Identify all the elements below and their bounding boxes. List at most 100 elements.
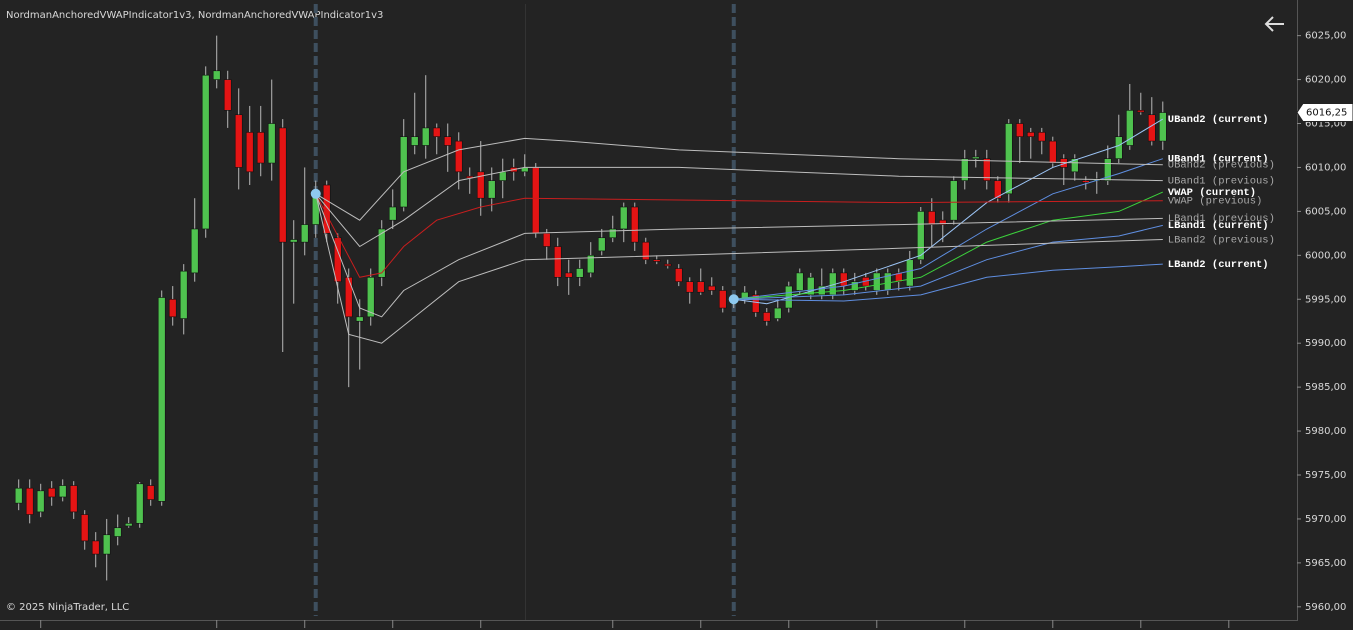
candle-body — [135, 483, 144, 524]
candle-body — [751, 294, 760, 313]
y-tick-label: 5970,00 — [1305, 514, 1346, 525]
y-tick-label: 6005,00 — [1305, 206, 1346, 217]
candle-body — [916, 211, 925, 261]
band-line — [733, 263, 1163, 302]
candle-body — [795, 272, 804, 291]
y-tick-label: 6025,00 — [1305, 31, 1346, 42]
candle-body — [1136, 110, 1145, 113]
candle-body — [157, 297, 166, 502]
candle-body — [839, 272, 848, 287]
candle-body — [553, 246, 562, 278]
band-label: UBand2 (current) — [1168, 114, 1269, 126]
candle-body — [377, 228, 386, 278]
candle-body — [1048, 140, 1057, 164]
candle-body — [432, 127, 441, 137]
candle-body — [1114, 136, 1123, 159]
candle-body — [146, 485, 155, 500]
candle-body — [355, 316, 364, 322]
y-tick-label: 5990,00 — [1305, 338, 1346, 349]
candle-body — [773, 307, 782, 319]
candle-body — [806, 276, 815, 296]
band-label: VWAP (previous) — [1168, 196, 1263, 208]
candle-body — [652, 259, 661, 262]
candle-body — [278, 127, 287, 243]
candle-body — [388, 206, 397, 221]
band-line — [315, 193, 1163, 318]
candle-body — [212, 70, 221, 80]
candle-body — [960, 158, 969, 181]
candle-body — [487, 180, 496, 199]
candle-body — [883, 272, 892, 291]
candle-body — [905, 259, 914, 287]
candle-body — [58, 485, 67, 498]
band-label: LBand1 (current) — [1168, 220, 1269, 232]
candle-body — [531, 167, 540, 234]
candle-body — [608, 228, 617, 239]
candle-body — [1037, 131, 1046, 142]
candle-body — [619, 206, 628, 230]
band-label: UBand1 (previous) — [1168, 175, 1275, 187]
candle-body — [1004, 123, 1013, 195]
candle-body — [201, 74, 210, 230]
candle-body — [256, 131, 265, 164]
candle-body — [1125, 110, 1134, 146]
candle-body — [542, 233, 551, 247]
candle-body — [641, 241, 650, 261]
candle-body — [80, 514, 89, 542]
arrow-head — [1264, 16, 1274, 32]
candle-body — [454, 140, 463, 173]
candle-body — [443, 136, 452, 146]
back-arrow[interactable] — [1264, 16, 1284, 32]
band-line — [733, 224, 1163, 300]
candle-body — [25, 487, 34, 515]
y-tick-label: 6020,00 — [1305, 75, 1346, 86]
candle-body — [234, 114, 243, 168]
price-marker — [1296, 103, 1353, 123]
candle-body — [322, 184, 331, 234]
candle-body — [289, 239, 298, 243]
candle-body — [674, 268, 683, 282]
candle-body — [102, 534, 111, 555]
candle-body — [597, 237, 606, 252]
candle-body — [1070, 158, 1079, 173]
candle-body — [223, 79, 232, 111]
candle-body — [69, 485, 78, 513]
candle-body — [586, 255, 595, 274]
candle-body — [685, 281, 694, 293]
candle-body — [1103, 158, 1112, 181]
band-label: LBand1 (previous) — [1168, 213, 1275, 225]
candle-body — [949, 180, 958, 221]
candle-body — [707, 285, 716, 291]
anchor-point — [310, 188, 321, 199]
candle-body — [1081, 180, 1090, 183]
band-line — [315, 166, 1163, 248]
band-line — [315, 193, 1163, 278]
anchor-point — [728, 294, 739, 305]
candle-body — [366, 276, 375, 318]
y-tick-label: 6000,00 — [1305, 250, 1346, 261]
candle-body — [1147, 114, 1156, 142]
candle-body — [850, 281, 859, 291]
candle-body — [124, 523, 133, 527]
band-line — [733, 158, 1163, 300]
candle-body — [938, 219, 947, 225]
candle-body — [894, 272, 903, 282]
candle-body — [696, 281, 705, 293]
y-tick-label: 5985,00 — [1305, 382, 1346, 393]
y-tick-label: 5965,00 — [1305, 558, 1346, 569]
candle-body — [1158, 112, 1167, 142]
band-label: VWAP (current) — [1168, 187, 1256, 199]
candle-body — [718, 290, 727, 309]
candle-body — [564, 272, 573, 278]
y-tick-label: 6015,00 — [1305, 119, 1346, 130]
y-tick-label: 5975,00 — [1305, 470, 1346, 481]
candle-body — [971, 156, 980, 159]
candle-body — [630, 206, 639, 243]
candle-body — [476, 171, 485, 199]
band-line — [315, 137, 1163, 221]
band-line — [315, 193, 1163, 344]
y-tick-label: 5980,00 — [1305, 426, 1346, 437]
candle-body — [14, 487, 23, 504]
candle-body — [927, 211, 936, 225]
